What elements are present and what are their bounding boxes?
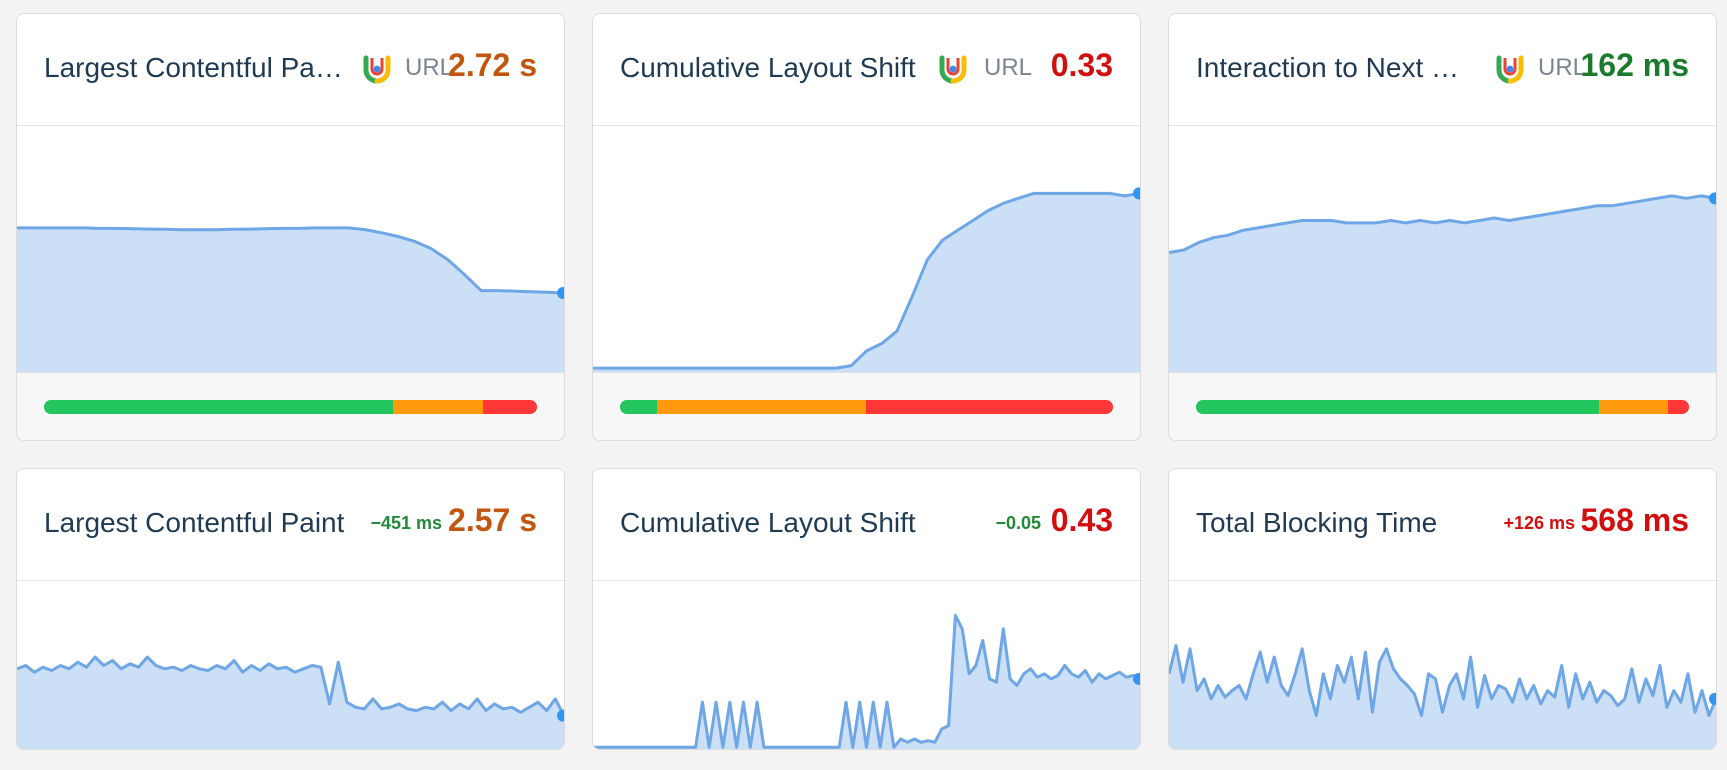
distribution-bar [1196, 400, 1689, 414]
latest-point [1709, 192, 1716, 205]
crux-chrome-icon [363, 55, 391, 84]
series-area [593, 615, 1140, 749]
series-area [1169, 195, 1716, 373]
needs-improvement-segment [1599, 400, 1669, 414]
series-line [1169, 194, 1716, 254]
latest-point [1133, 187, 1140, 200]
distribution-bar [620, 400, 1113, 414]
good-segment [44, 400, 393, 414]
series-line [17, 655, 564, 717]
chart-area [17, 226, 564, 373]
latest-point [1709, 692, 1716, 705]
series-line [593, 613, 1140, 749]
metric-card-cls-lab[interactable]: Cumulative Layout Shift −0.05 0.43 [592, 468, 1141, 750]
metric-delta: −0.05 [995, 513, 1041, 533]
series-area [17, 657, 564, 749]
poor-segment [1668, 400, 1689, 414]
metric-value: 0.33 [1050, 47, 1113, 83]
card-title: Interaction to Next … [1196, 52, 1460, 83]
url-label: URL [984, 54, 1033, 81]
chart-area [1169, 192, 1716, 373]
metric-card-cls-crux[interactable]: Cumulative Layout Shift URL 0.33 [592, 13, 1141, 441]
url-label: URL [405, 54, 454, 81]
crux-chrome-icon [1496, 55, 1524, 84]
card-header: Cumulative Layout Shift −0.05 0.43 [593, 469, 1140, 581]
metric-card-inp-crux[interactable]: Interaction to Next … URL 162 ms [1168, 13, 1717, 441]
card-title: Total Blocking Time [1196, 507, 1438, 538]
card-title: Largest Contentful Pa… [44, 52, 343, 83]
card-title: Cumulative Layout Shift [620, 507, 916, 538]
card-title: Cumulative Layout Shift [620, 52, 916, 83]
series-area [1169, 645, 1716, 749]
card-header: Total Blocking Time +126 ms 568 ms [1169, 469, 1716, 581]
series-area [17, 227, 564, 373]
card-header: Interaction to Next … URL 162 ms [1169, 14, 1716, 126]
chart-area [593, 187, 1140, 373]
metric-value: 2.72 s [448, 47, 537, 83]
poor-segment [482, 400, 537, 414]
distribution-row [1169, 372, 1716, 440]
url-label: URL [1538, 54, 1587, 81]
crux-chrome-icon [939, 55, 967, 84]
card-header: Cumulative Layout Shift URL 0.33 [593, 14, 1140, 126]
good-segment [620, 400, 657, 414]
metric-value: 568 ms [1580, 502, 1689, 538]
series-area [593, 193, 1140, 373]
chart-area [1169, 644, 1716, 749]
chart-area [593, 613, 1140, 749]
chart-area [17, 655, 564, 749]
latest-point [557, 287, 564, 300]
needs-improvement-segment [392, 400, 483, 414]
card-header: Largest Contentful Paint −451 ms 2.57 s [17, 469, 564, 581]
metric-value: 162 ms [1580, 47, 1689, 83]
card-title: Largest Contentful Paint [44, 507, 345, 538]
distribution-row [593, 372, 1140, 440]
poor-segment [866, 400, 1113, 414]
good-segment [1196, 400, 1600, 414]
metric-value: 0.43 [1050, 502, 1113, 538]
card-header: Largest Contentful Pa… URL 2.72 s [17, 14, 564, 126]
latest-point [557, 709, 564, 722]
metric-card-lcp-lab[interactable]: Largest Contentful Paint −451 ms 2.57 s [16, 468, 565, 750]
needs-improvement-segment [656, 400, 866, 414]
latest-point [1133, 672, 1140, 685]
distribution-bar [44, 400, 537, 414]
distribution-row [17, 372, 564, 440]
metric-delta: −451 ms [370, 513, 442, 533]
metric-card-tbt-lab[interactable]: Total Blocking Time +126 ms 568 ms [1168, 468, 1717, 750]
metric-value: 2.57 s [448, 502, 537, 538]
metric-delta: +126 ms [1503, 513, 1575, 533]
series-line [17, 226, 564, 295]
series-line [1169, 644, 1716, 718]
metric-card-lcp-crux[interactable]: Largest Contentful Pa… URL 2.72 s [16, 13, 565, 441]
series-line [593, 191, 1140, 370]
